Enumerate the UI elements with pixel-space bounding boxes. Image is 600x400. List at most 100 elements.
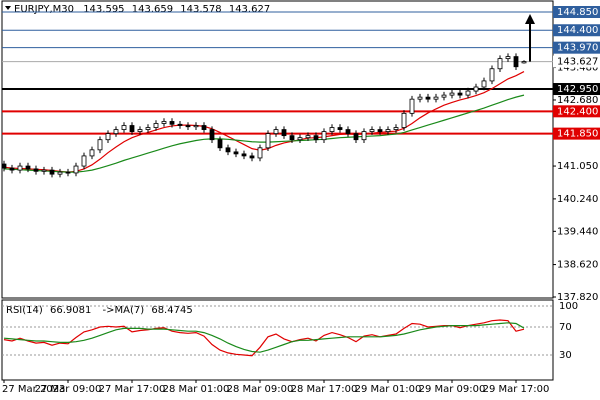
candle-body: [441, 94, 447, 98]
candle-body: [41, 169, 47, 172]
price-frame: [1, 0, 554, 299]
y-tick-label: 140.240: [557, 194, 598, 205]
candle-body: [137, 129, 143, 132]
candle-body: [81, 155, 87, 167]
candle-body: [57, 171, 63, 175]
x-tick-label: 27 Mar 09:00: [35, 384, 102, 395]
candle-body: [497, 58, 503, 70]
x-tick-label: 28 Mar 09:00: [227, 384, 294, 395]
y-tick-label: 141.050: [557, 161, 598, 172]
candle-body: [217, 139, 223, 149]
candle-body: [169, 121, 175, 125]
close-value: 143.627: [229, 4, 270, 15]
candle-body: [401, 112, 407, 128]
candle-body: [281, 129, 287, 137]
candle-body: [145, 127, 151, 130]
level-tag: [553, 105, 600, 118]
menu-arrow: [5, 6, 11, 10]
level-label: 142.400: [557, 106, 598, 117]
level-tag: [553, 83, 600, 96]
candle-body: [65, 171, 71, 174]
high-value: 143.659: [132, 4, 173, 15]
y-tick-label: 100: [559, 301, 578, 312]
candle-body: [489, 68, 495, 82]
rsi-name: RSI(14): [6, 305, 43, 316]
x-tick-label: 29 Mar 09:00: [419, 384, 486, 395]
candle-body: [433, 96, 439, 100]
candle-body: [481, 80, 487, 88]
candle-body: [473, 86, 479, 92]
x-tick-label: 27 Mar 2023: [2, 384, 65, 395]
y-tick-label: 138.620: [557, 260, 598, 271]
candle-body: [505, 56, 511, 60]
candle-body: [201, 125, 207, 130]
candle-body: [361, 131, 367, 141]
candle-body: [97, 139, 103, 151]
y-tick-label: 70: [559, 322, 572, 333]
candle-body: [209, 129, 215, 141]
candle-body: [233, 151, 239, 155]
level-tag: [553, 6, 600, 18]
candle-body: [25, 165, 31, 170]
candle-body: [305, 135, 311, 139]
indicator-line: [3, 322, 525, 353]
chart-header: EURJPY,M30 143.595 143.659 143.578 143.6…: [14, 4, 270, 15]
candle-body: [113, 129, 119, 135]
ma-name: ->MA(7): [103, 305, 145, 316]
rsi-value: 66.9081: [50, 305, 91, 316]
candle-body: [185, 125, 191, 128]
candle-body: [193, 125, 199, 128]
candle-body: [273, 129, 279, 135]
candle-body: [513, 56, 519, 68]
candle-body: [249, 155, 255, 159]
indicator-line: [3, 319, 525, 357]
candle-body: [425, 96, 431, 100]
candle-body: [329, 127, 335, 132]
candle-body: [89, 149, 95, 157]
y-tick-label: 139.440: [557, 226, 598, 237]
candle-body: [153, 123, 159, 128]
x-tick-label: 28 Mar 01:00: [163, 384, 230, 395]
candle-body: [345, 129, 351, 135]
low-value: 143.578: [180, 4, 221, 15]
candle-body: [121, 125, 127, 130]
candle-body: [377, 129, 383, 132]
candle-body: [241, 153, 247, 157]
price-tag: [553, 55, 600, 68]
y-tick-label: 142.680: [557, 95, 598, 106]
candle-body: [353, 133, 359, 141]
level-tag: [553, 24, 600, 37]
candle-body: [409, 98, 415, 114]
candle-body: [177, 123, 183, 126]
candle-body: [49, 169, 55, 175]
candle-body: [449, 92, 455, 96]
x-tick-label: 28 Mar 17:00: [291, 384, 358, 395]
candle-body: [257, 147, 263, 159]
candle-body: [129, 125, 135, 132]
open-value: 143.595: [83, 4, 124, 15]
candle-body: [73, 165, 79, 174]
candle-body: [161, 121, 167, 124]
level-label: 144.400: [557, 25, 598, 36]
y-tick-label: 30: [559, 350, 572, 361]
level-label: 143.970: [557, 43, 598, 54]
level-label: 142.950: [557, 84, 598, 95]
x-tick-label: 29 Mar 01:00: [355, 384, 422, 395]
level-label: 144.850: [557, 7, 598, 18]
symbol: EURJPY,M30: [14, 4, 74, 15]
candle-body: [465, 90, 471, 96]
y-tick-label: 137.820: [557, 292, 598, 303]
x-tick-label: 27 Mar 17:00: [99, 384, 166, 395]
candle-body: [225, 147, 231, 153]
level-tag: [553, 41, 600, 54]
candle-body: [33, 168, 39, 172]
indicator-line: [3, 94, 525, 173]
rsi-header: RSI(14) 66.9081 ->MA(7) 68.4745: [6, 305, 193, 316]
indicator-line: [3, 71, 525, 173]
candle-body: [393, 127, 399, 130]
level-tag: [553, 127, 600, 140]
candle-body: [457, 92, 463, 96]
candle-body: [289, 135, 295, 141]
